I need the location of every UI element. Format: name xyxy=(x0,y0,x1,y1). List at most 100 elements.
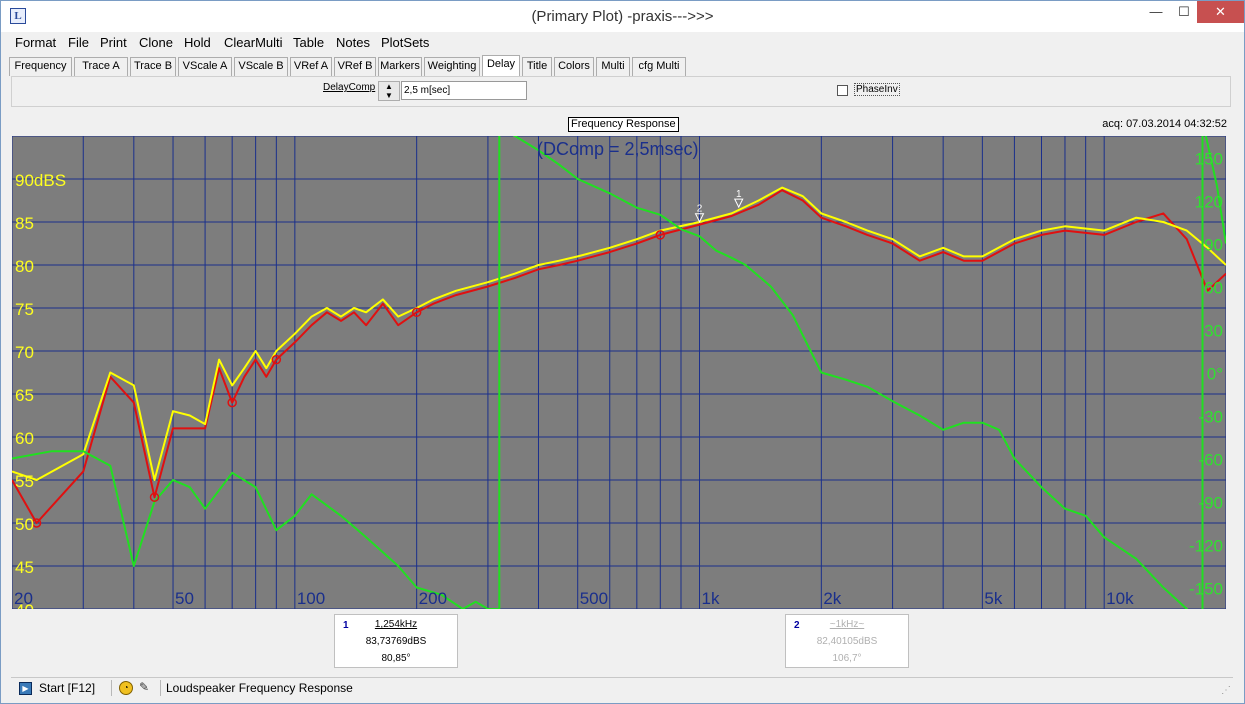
menu-file[interactable]: File xyxy=(68,35,89,50)
status-text: Loudspeaker Frequency Response xyxy=(166,681,353,695)
plot-title-box[interactable]: Frequency Response xyxy=(568,117,679,132)
menu-format[interactable]: Format xyxy=(15,35,57,50)
cursor-frequency[interactable]: 1,254kHz xyxy=(374,619,418,630)
phase-inv-label[interactable]: PhaseInv xyxy=(854,83,900,96)
minimize-button[interactable]: — xyxy=(1149,4,1163,19)
spin-up-icon[interactable]: ▲ xyxy=(385,82,393,91)
status-divider xyxy=(160,680,161,696)
y-tick-label: 40 xyxy=(15,601,34,609)
tab-cfg-multi[interactable]: cfg Multi xyxy=(632,57,686,76)
tab-trace-b[interactable]: Trace B xyxy=(130,57,176,76)
spin-down-icon[interactable]: ▼ xyxy=(385,91,393,100)
cursor-level: 83,73769dBS xyxy=(365,636,427,647)
x-tick-label: 50 xyxy=(175,589,194,608)
delay-spinner[interactable]: ▲ ▼ xyxy=(378,81,400,101)
resize-grip-icon[interactable]: ⋰ xyxy=(1221,685,1231,696)
x-tick-label: 1k xyxy=(702,589,720,608)
cursor-marker-icon xyxy=(733,198,744,209)
cursor-frequency[interactable]: ~1kHz~ xyxy=(829,619,865,630)
tab-bar: Frequency Trace A Trace B VScale A VScal… xyxy=(9,55,1231,77)
x-tick-label: 200 xyxy=(419,589,447,608)
tab-colors[interactable]: Colors xyxy=(554,57,594,76)
trace-b-point xyxy=(149,492,160,502)
menu-hold[interactable]: Hold xyxy=(184,35,211,50)
title-bar[interactable]: L (Primary Plot) -praxis--->>> — ☐ ✕ xyxy=(1,1,1244,32)
delay-panel: DelayComp ▲ ▼ PhaseInv xyxy=(11,76,1231,107)
tab-trace-a[interactable]: Trace A xyxy=(74,57,128,76)
window-title: (Primary Plot) -praxis--->>> xyxy=(531,8,714,25)
tab-vscale-a[interactable]: VScale A xyxy=(178,57,232,76)
plot-background xyxy=(12,136,1226,609)
y-tick-label: 80 xyxy=(15,257,34,276)
x-tick-label: 100 xyxy=(297,589,325,608)
y2-tick-label: -60 xyxy=(1198,451,1223,470)
cursor-number: 2 xyxy=(794,620,800,631)
menu-clearmulti[interactable]: ClearMulti xyxy=(224,35,283,50)
y2-tick-label: -120 xyxy=(1189,537,1223,556)
y2-tick-label: 90 xyxy=(1204,236,1223,255)
y-tick-label: 60 xyxy=(15,429,34,448)
menu-notes[interactable]: Notes xyxy=(336,35,370,50)
y2-tick-label: -90 xyxy=(1198,494,1223,513)
cursor-number: 1 xyxy=(343,620,349,631)
close-button[interactable]: ✕ xyxy=(1197,1,1244,23)
y-tick-label: 90dBS xyxy=(15,171,66,190)
cursor-readout-1[interactable]: 1 1,254kHz 83,73769dBS 80,85° xyxy=(334,614,458,668)
delay-value-input[interactable] xyxy=(401,81,527,100)
cursor-phase: 106,7° xyxy=(832,653,862,664)
tab-vscale-b[interactable]: VScale B xyxy=(234,57,288,76)
x-tick-label: 5k xyxy=(984,589,1002,608)
tab-markers[interactable]: Markers xyxy=(378,57,422,76)
y2-tick-label: 120 xyxy=(1195,193,1223,212)
tab-vref-a[interactable]: VRef A xyxy=(290,57,332,76)
menu-print[interactable]: Print xyxy=(100,35,127,50)
trace-b-point xyxy=(227,397,237,408)
trace-b-point xyxy=(411,307,422,318)
cursor-marker-icon xyxy=(694,213,705,223)
tab-frequency[interactable]: Frequency xyxy=(9,57,72,76)
phase-inv-checkbox[interactable] xyxy=(837,85,848,96)
phase-line xyxy=(12,136,1226,609)
y-tick-label: 50 xyxy=(15,515,34,534)
status-bar: ▶ Start [F12] ◔ ✎ Loudspeaker Frequency … xyxy=(11,677,1233,697)
trace-a-line xyxy=(12,186,1226,481)
y-tick-label: 75 xyxy=(15,300,34,319)
y-tick-label: 55 xyxy=(15,472,34,491)
tab-vref-b[interactable]: VRef B xyxy=(334,57,376,76)
cursor-marker-label: 2 xyxy=(697,204,703,215)
tab-delay[interactable]: Delay xyxy=(482,55,520,76)
start-button-label[interactable]: Start [F12] xyxy=(39,681,96,695)
app-logo-icon[interactable]: L xyxy=(10,8,26,24)
menu-table[interactable]: Table xyxy=(293,35,325,50)
trace-b-point xyxy=(271,354,282,365)
gauge-icon[interactable]: ◔ xyxy=(119,681,133,695)
menu-bar: Format File Print Clone Hold ClearMulti … xyxy=(1,32,1244,53)
x-tick-label: 10k xyxy=(1106,589,1134,608)
cursor-phase: 80,85° xyxy=(381,653,411,664)
status-divider xyxy=(111,680,112,696)
y-tick-label: 45 xyxy=(15,558,34,577)
y-tick-label: 65 xyxy=(15,386,34,405)
y2-tick-label: 150 xyxy=(1195,150,1223,169)
x-tick-label: 20 xyxy=(14,589,33,608)
maximize-button[interactable]: ☐ xyxy=(1178,4,1190,19)
delay-comp-label: DelayComp xyxy=(323,82,376,93)
pencil-icon[interactable]: ✎ xyxy=(139,680,150,694)
trace-b-point xyxy=(655,230,666,240)
x-tick-label: 500 xyxy=(580,589,608,608)
menu-clone[interactable]: Clone xyxy=(139,35,173,50)
tab-multi[interactable]: Multi xyxy=(596,57,630,76)
y2-tick-label: -30 xyxy=(1198,408,1223,427)
plot-header: Frequency Response acq: 07.03.2014 04:32… xyxy=(11,113,1231,135)
play-icon[interactable]: ▶ xyxy=(19,682,32,695)
dcomp-annotation: (DComp = 2,5msec) xyxy=(537,139,699,159)
menu-plotsets[interactable]: PlotSets xyxy=(381,35,430,50)
cursor-readout-2[interactable]: 2 ~1kHz~ 82,40105dBS 106,7° xyxy=(785,614,909,668)
y2-tick-label: 60 xyxy=(1204,279,1223,298)
tab-weighting[interactable]: Weighting xyxy=(424,57,480,76)
y-tick-label: 70 xyxy=(15,343,34,362)
tab-title[interactable]: Title xyxy=(522,57,552,76)
y2-tick-label: -150 xyxy=(1189,580,1223,599)
acq-timestamp: acq: 07.03.2014 04:32:52 xyxy=(1102,118,1227,130)
frequency-response-plot[interactable]: 2 1 90dBS 85 80 75 70 65 60 55 50 45 40 150 120 90 60 30 0… xyxy=(12,136,1226,609)
